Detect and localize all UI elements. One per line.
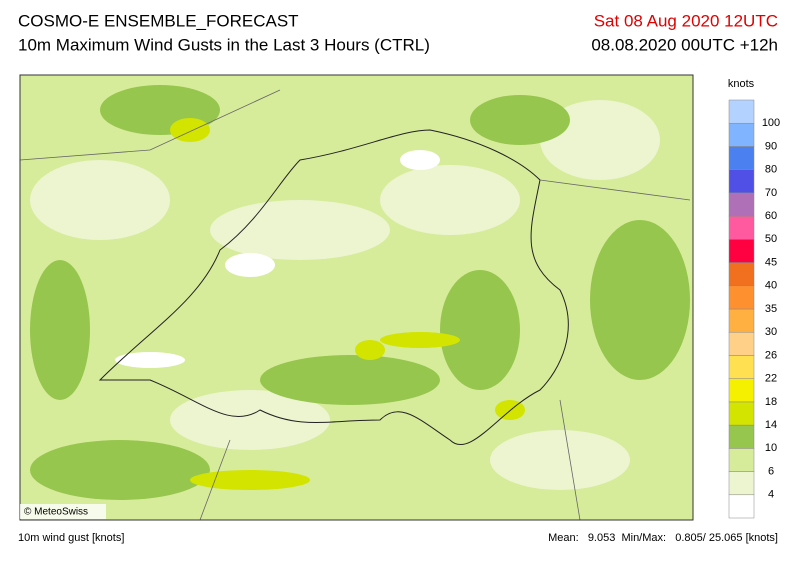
legend-swatch xyxy=(728,448,755,472)
legend-label: 80 xyxy=(765,164,777,176)
legend-label: 90 xyxy=(765,140,777,152)
legend-label: 70 xyxy=(765,187,777,199)
legend-label: 10 xyxy=(765,442,777,454)
legend-swatch xyxy=(728,401,755,426)
legend-unit: knots xyxy=(728,78,755,90)
legend-label: 100 xyxy=(762,117,780,129)
legend-swatch xyxy=(728,239,755,263)
legend-label: 4 xyxy=(768,489,774,501)
legend-swatch xyxy=(728,122,755,147)
legend-swatch xyxy=(728,146,755,170)
legend-swatch xyxy=(728,262,755,287)
legend-swatch xyxy=(728,471,755,496)
legend-swatch xyxy=(728,355,755,379)
footer-right: Mean: 9.053 Min/Max: 0.805/ 25.065 [knot… xyxy=(548,532,778,544)
legend-label: 50 xyxy=(765,233,777,245)
legend-swatch xyxy=(728,192,755,217)
legend-label: 6 xyxy=(768,465,774,477)
copyright: © MeteoSwiss xyxy=(24,507,88,518)
legend-label: 14 xyxy=(765,419,777,431)
legend-label: 22 xyxy=(765,373,777,385)
footer-left: 10m wind gust [knots] xyxy=(18,532,124,544)
legend-label: 30 xyxy=(765,326,777,338)
legend-swatch xyxy=(728,331,755,356)
legend-label: 18 xyxy=(765,396,777,408)
legend-swatch xyxy=(728,285,755,310)
legend-swatch xyxy=(728,378,755,403)
legend-swatch xyxy=(728,215,755,240)
legend-label: 35 xyxy=(765,303,777,315)
run-time: 08.08.2020 00UTC +12h xyxy=(591,35,778,54)
legend-swatch xyxy=(728,494,755,519)
legend-label: 40 xyxy=(765,280,777,292)
valid-time: Sat 08 Aug 2020 12UTC xyxy=(594,11,778,30)
legend-label: 45 xyxy=(765,256,777,268)
legend-swatch xyxy=(728,424,755,449)
title: COSMO-E ENSEMBLE_FORECAST xyxy=(18,11,299,30)
legend-swatch xyxy=(728,308,755,333)
legend-label: 26 xyxy=(765,349,777,361)
subtitle: 10m Maximum Wind Gusts in the Last 3 Hou… xyxy=(18,35,430,54)
legend-swatch xyxy=(728,99,755,124)
legend-swatch xyxy=(728,169,755,194)
map: © MeteoSwiss xyxy=(19,74,694,521)
legend: knots 4 6 10 14 18 22 26 30 35 40 45 50 60 70 80 90 100 xyxy=(728,78,780,519)
legend-label: 60 xyxy=(765,210,777,222)
